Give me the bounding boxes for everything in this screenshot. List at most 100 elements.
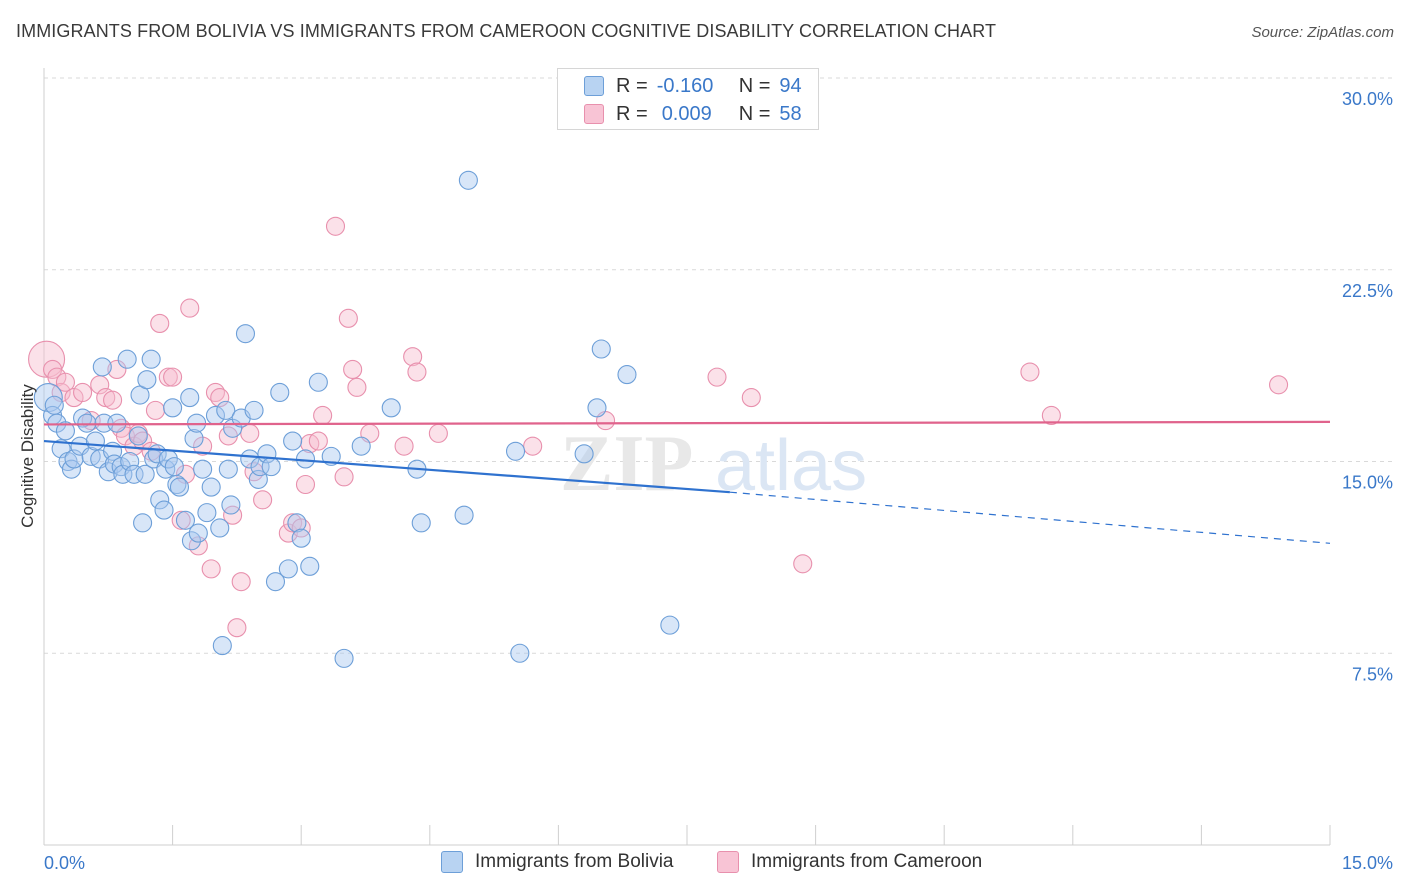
legend-row-cameroon: R = 0.009 N = 58 [558, 102, 802, 126]
cameroon-point [343, 359, 363, 380]
bolivia-trend-line [43, 439, 730, 494]
cameroon-point [145, 400, 166, 420]
watermark: ZIP atlas [560, 420, 867, 508]
tick-labels: 7.5% 15.0% 22.5% 30.0% 0.0% 15.0% [44, 89, 1393, 873]
x-tick-label: 15.0% [1342, 853, 1393, 873]
bolivia-point [291, 528, 311, 548]
bolivia-point [617, 365, 637, 385]
cameroon-point [253, 490, 273, 510]
bolivia-point [133, 513, 153, 533]
bolivia-point [454, 505, 474, 525]
bolivia-point [92, 357, 112, 377]
bolivia-point [167, 474, 187, 495]
bolivia-point [201, 477, 221, 497]
cameroon-swatch [584, 104, 604, 124]
cameroon-point [403, 347, 423, 367]
x-tick-label: 0.0% [44, 853, 85, 873]
bolivia-point [154, 500, 174, 520]
bolivia-point [660, 615, 680, 635]
bolivia-point [411, 513, 431, 533]
bolivia-point [334, 648, 354, 668]
bolivia-point [44, 395, 64, 415]
bolivia-point [351, 436, 371, 456]
bolivia-point [458, 170, 478, 190]
cameroon-point [103, 390, 123, 410]
cameroon-point [227, 618, 247, 638]
watermark-zip: ZIP [560, 420, 693, 508]
r-label: R = [616, 74, 648, 97]
bolivia-point [300, 556, 320, 576]
y-tick-label: 7.5% [1352, 664, 1393, 684]
cameroon-points [28, 216, 1289, 638]
bolivia-point [221, 495, 241, 515]
cameroon-trend-line [43, 420, 1331, 426]
cameroon-point [150, 313, 170, 333]
bolivia-point [283, 431, 303, 451]
cameroon-point [325, 216, 346, 236]
bolivia-point [381, 398, 401, 418]
n-label: N = [738, 102, 771, 125]
cameroon-point [707, 367, 727, 387]
cameroon-point [428, 423, 448, 443]
cameroon-point [295, 474, 316, 495]
bolivia-point [240, 449, 260, 469]
cameroon-point [394, 436, 414, 456]
bolivia-point [175, 510, 196, 530]
cameroon-point [308, 431, 328, 451]
bolivia-point [591, 339, 611, 359]
bolivia-point [85, 431, 105, 451]
bolivia-point [135, 464, 155, 484]
bolivia-point [197, 503, 217, 523]
y-tick-label: 30.0% [1342, 89, 1393, 109]
bolivia-point [244, 400, 264, 420]
cameroon-point [1269, 375, 1289, 395]
cameroon-point [1020, 362, 1040, 382]
cameroon-legend-swatch [717, 851, 739, 873]
bolivia-point [184, 428, 204, 449]
y-tick-label: 15.0% [1342, 473, 1393, 493]
cameroon-point [171, 510, 191, 530]
y-axis-label: Cognitive Disability [18, 384, 37, 528]
cameroon-point [163, 367, 183, 387]
cameroon-point [1041, 405, 1061, 426]
cameroon-point [180, 298, 200, 318]
bolivia-point [295, 449, 316, 469]
trend-lines [43, 420, 1331, 544]
source-credit: Source: ZipAtlas.com [1251, 24, 1394, 41]
bolivia-point [510, 643, 530, 663]
axes [43, 68, 1331, 846]
n-label: N = [738, 74, 771, 97]
cameroon-point [313, 405, 333, 426]
bolivia-point [124, 464, 144, 484]
bolivia-point [261, 457, 281, 477]
bolivia-point [98, 462, 118, 482]
cameroon-point [523, 436, 543, 456]
bolivia-legend-swatch [441, 851, 463, 873]
bolivia-point [141, 349, 161, 369]
legend-row-bolivia: R = -0.160 N = 94 [558, 74, 802, 98]
cameroon-point [347, 377, 367, 397]
cameroon-point [338, 308, 358, 328]
bolivia-legend-label: Immigrants from Bolivia [475, 851, 674, 872]
r-value: 0.009 [661, 102, 712, 125]
legend-item-cameroon: Immigrants from Cameroon [717, 851, 982, 873]
bolivia-point [120, 451, 140, 472]
bolivia-trend-extension [729, 491, 1331, 544]
cameroon-point [407, 362, 427, 382]
bolivia-point [235, 324, 256, 344]
bolivia-point [164, 457, 184, 477]
bolivia-point [180, 388, 200, 408]
r-value: -0.160 [656, 74, 714, 97]
bolivia-point [287, 513, 307, 533]
cameroon-point [107, 359, 127, 380]
bolivia-point [505, 441, 526, 461]
bolivia-point [574, 444, 594, 464]
watermark-atlas: atlas [715, 426, 867, 506]
bolivia-point [169, 477, 190, 497]
n-value: 94 [779, 74, 802, 97]
bolivia-point [308, 372, 328, 392]
bolivia-point [137, 370, 157, 390]
bolivia-point [193, 459, 213, 479]
bolivia-point [181, 531, 202, 551]
